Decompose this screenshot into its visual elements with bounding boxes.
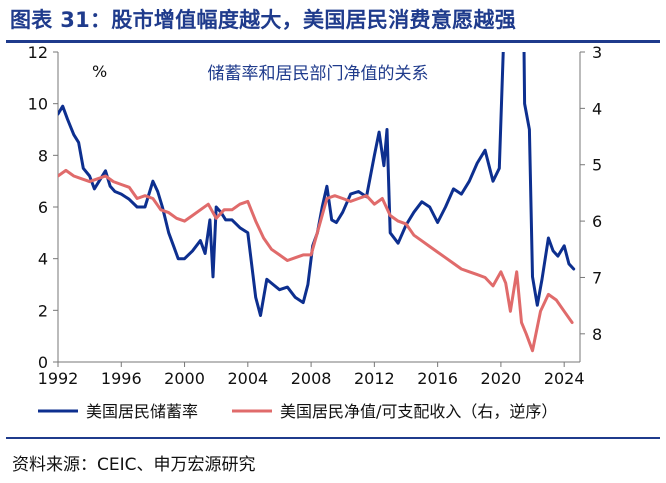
title-rule <box>6 40 660 43</box>
legend-label-saving: 美国居民储蓄率 <box>86 402 198 421</box>
source-note: 资料来源：CEIC、申万宏源研究 <box>12 455 256 475</box>
x-tick-label: 2000 <box>164 369 205 388</box>
y-left-tick-label: 0 <box>38 353 48 372</box>
y-left-tick-label: 2 <box>38 301 48 320</box>
x-tick-label: 2004 <box>227 369 268 388</box>
y-left-tick-label: 8 <box>38 146 48 165</box>
x-tick-label: 2024 <box>544 369 585 388</box>
figure-title: 图表 31：股市增值幅度越大，美国居民消费意愿越强 <box>10 8 517 32</box>
legend-label-networth: 美国居民净值/可支配收入（右，逆序） <box>280 402 557 421</box>
y-right-tick-label: 4 <box>592 99 602 118</box>
y-right-tick-label: 3 <box>592 43 602 62</box>
y-left-tick-label: 6 <box>38 198 48 217</box>
savings-networth-chart: 1992 1996 2000 2004 2008 2012 2016 2020 2024 0 2 4 6… <box>28 43 603 421</box>
y-right-tick-label: 5 <box>592 156 602 175</box>
y-right-tick-label: 7 <box>592 268 602 287</box>
x-tick-label: 1996 <box>101 369 142 388</box>
x-tick-label: 2016 <box>417 369 458 388</box>
chart-axes: 1992 1996 2000 2004 2008 2012 2016 2020 2024 0 2 4 6… <box>28 43 603 388</box>
y-right-tick-label: 6 <box>592 212 602 231</box>
y-left-tick-label: 4 <box>38 250 48 269</box>
chart-inner-title: 储蓄率和居民部门净值的关系 <box>208 64 429 84</box>
y-left-tick-label: 12 <box>28 43 48 62</box>
x-tick-label: 1992 <box>38 369 79 388</box>
y-left-tick-label: 10 <box>28 95 48 114</box>
series-layer <box>58 52 576 353</box>
chart-legend: 美国居民储蓄率 美国居民净值/可支配收入（右，逆序） <box>38 402 557 421</box>
x-tick-label: 2020 <box>481 369 522 388</box>
left-axis-unit: % <box>92 62 107 81</box>
source-rule <box>6 437 660 439</box>
saving-rate-line <box>58 52 576 317</box>
y-right-tick-label: 8 <box>592 325 602 344</box>
x-tick-label: 2012 <box>354 369 395 388</box>
networth-ratio-line <box>58 168 574 353</box>
x-tick-label: 2008 <box>291 369 332 388</box>
